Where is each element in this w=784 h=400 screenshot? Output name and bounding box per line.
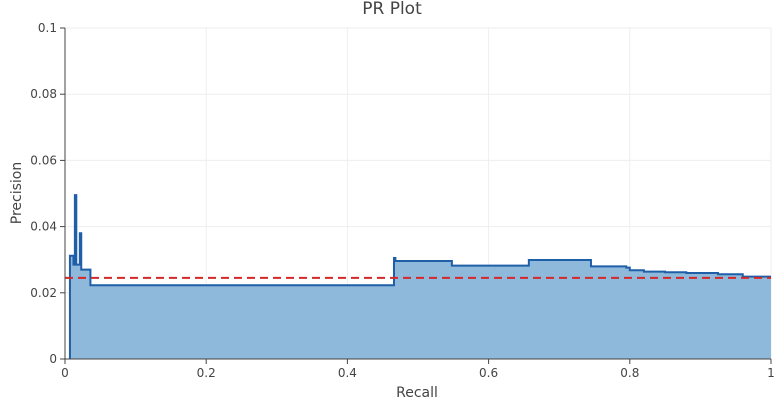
x-tick-label: 0.4 <box>338 366 357 380</box>
chart-title: PR Plot <box>362 0 422 19</box>
x-tick-label: 0.2 <box>197 366 216 380</box>
y-tick-label: 0.06 <box>30 153 57 167</box>
y-tick-label: 0.04 <box>30 220 57 234</box>
y-tick-label: 0.08 <box>30 87 57 101</box>
y-axis-title: Precision <box>9 162 25 224</box>
x-axis-ticks: 0 0.2 0.4 0.6 0.8 1 <box>61 359 775 380</box>
x-axis-title: Recall <box>396 385 438 400</box>
x-tick-label: 0.8 <box>620 366 639 380</box>
plot-area <box>65 194 771 359</box>
x-tick-label: 0 <box>61 366 69 380</box>
x-tick-label: 1 <box>767 366 775 380</box>
axes <box>64 28 771 360</box>
y-tick-label: 0 <box>49 352 57 366</box>
x-tick-label: 0.6 <box>479 366 498 380</box>
pr-curve-line <box>68 194 771 359</box>
y-axis-ticks: 0 0.02 0.04 0.06 0.08 0.1 <box>30 21 65 366</box>
y-tick-label: 0.02 <box>30 286 57 300</box>
y-tick-label: 0.1 <box>38 21 57 35</box>
